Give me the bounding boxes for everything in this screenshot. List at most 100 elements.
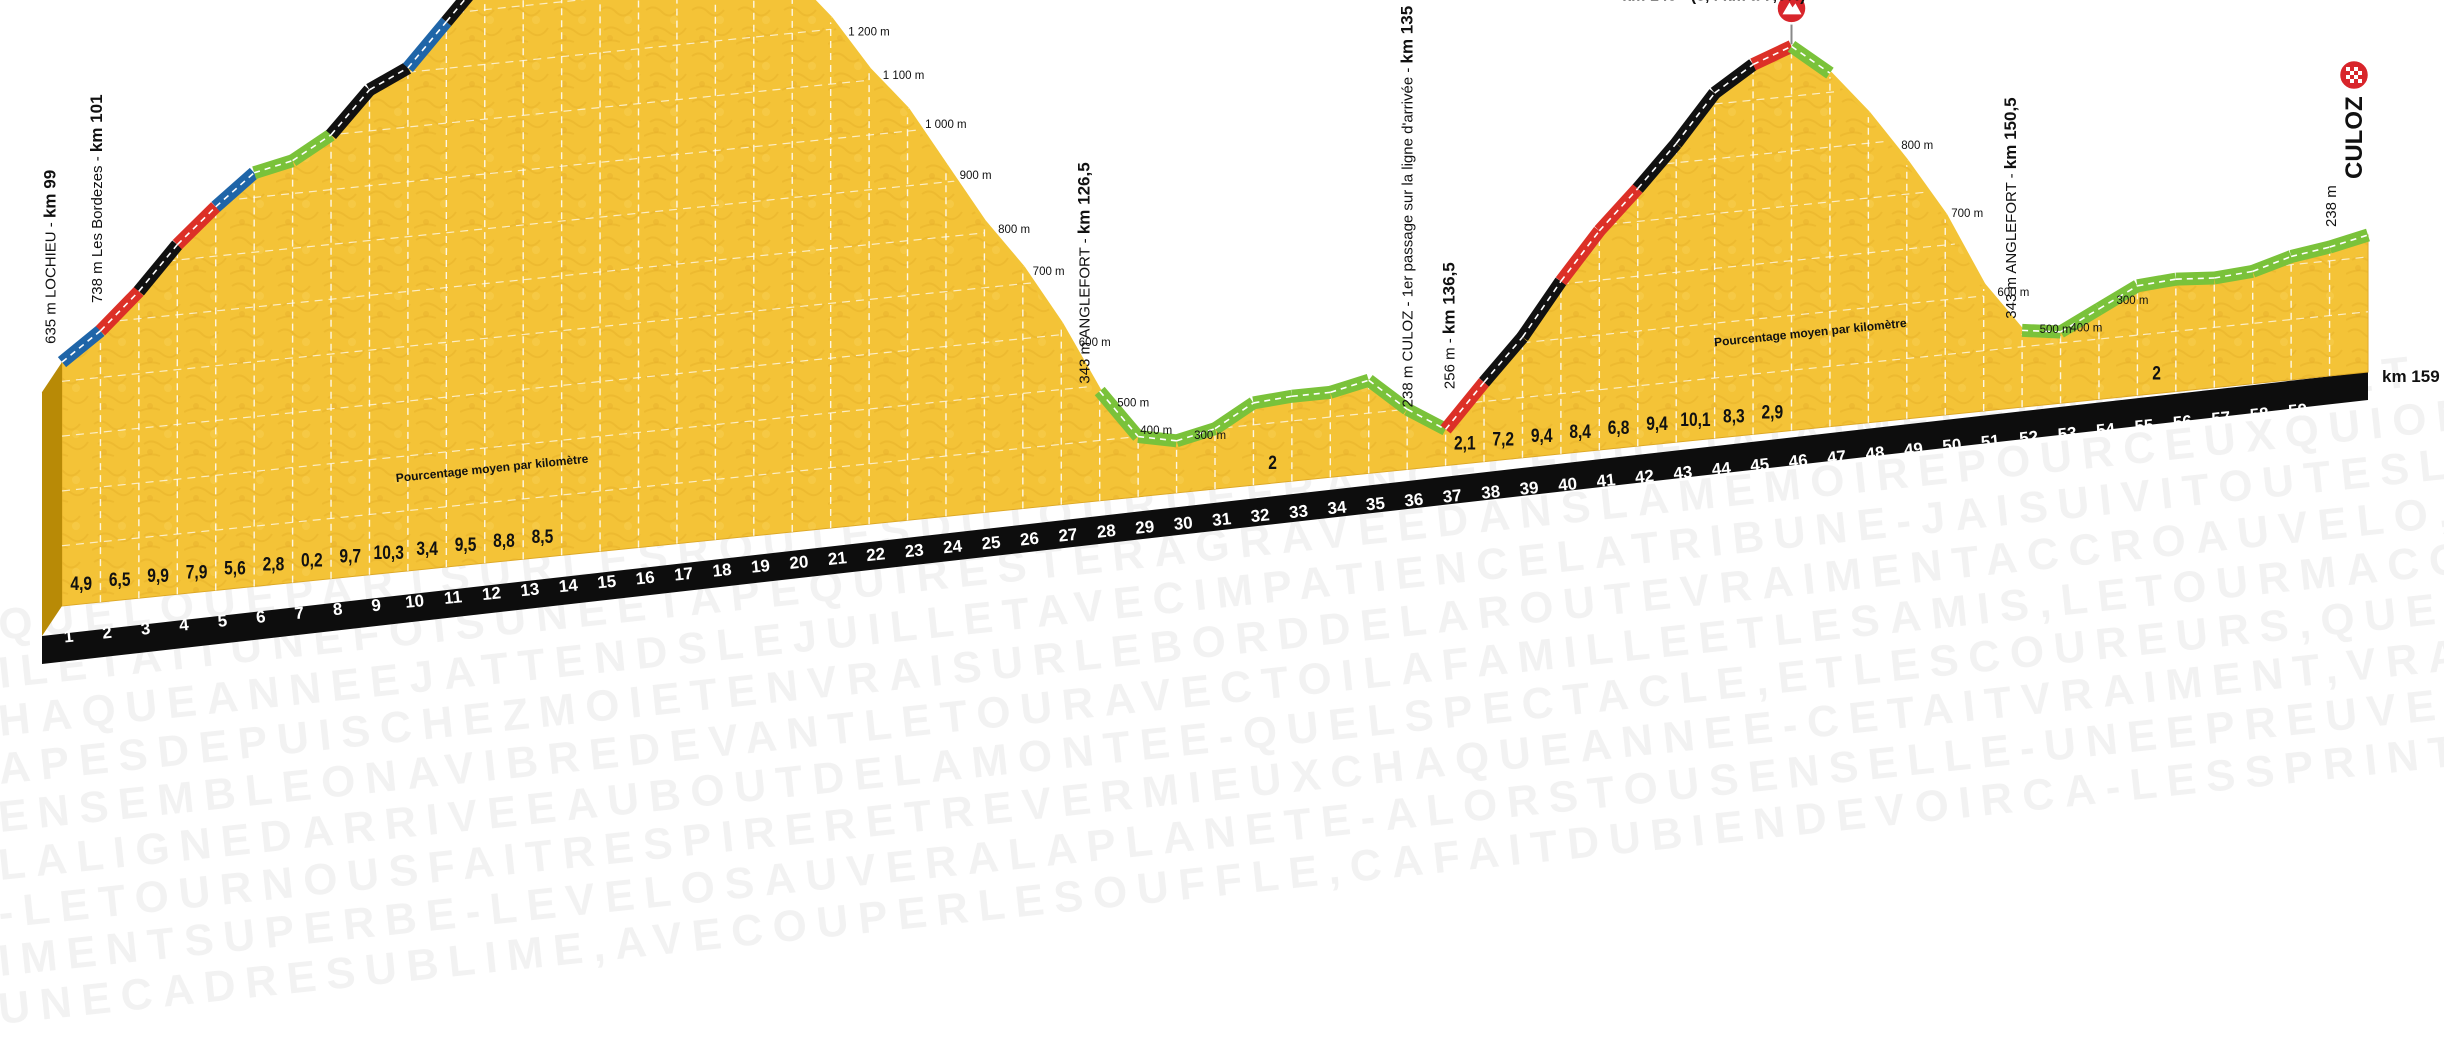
km-tick-label: 11: [443, 587, 463, 608]
altitude-grid-line: [61, 282, 1033, 382]
altitude-grid-line: [340, 79, 870, 135]
road-centerline: [99, 290, 140, 332]
km-tick-label: 27: [1058, 525, 1079, 546]
road-centerline: [1176, 427, 1216, 442]
km-tick-label: 45: [1749, 455, 1770, 476]
road-centerline: [1521, 280, 1562, 338]
km-tick-label: 48: [1865, 443, 1886, 464]
grade-value: 9,7: [339, 545, 361, 567]
road-segment: [402, 17, 452, 72]
km-tick-label: 31: [1211, 509, 1232, 530]
km-tick-label: 15: [596, 572, 617, 593]
road-centerline: [61, 330, 101, 363]
finish-flag-check: [2350, 79, 2354, 83]
grade-value: 9,4: [1531, 424, 1553, 446]
altitude-tick-label: 1 100 m: [883, 70, 925, 82]
road-segment: [944, 164, 987, 224]
grade-value: 6,5: [109, 569, 131, 591]
waypoint-text: 635 m LOCHIEU -: [43, 218, 60, 344]
road-centerline: [176, 206, 217, 246]
waypoint-label: 238 m CULOZ - 1er passage sur la ligne d…: [1397, 6, 1416, 408]
km-tick-label: 18: [712, 560, 733, 581]
road-segment: [441, 0, 473, 26]
road-centerline: [1214, 402, 1254, 430]
km-tick-label: 34: [1327, 497, 1348, 518]
km-tick-label: 26: [1019, 529, 1040, 550]
km-tick-label: 52: [2018, 427, 2039, 448]
road-segment: [1943, 213, 1986, 286]
altitude-tick-label: 400 m: [2070, 323, 2102, 335]
km-tick-label: 41: [1596, 470, 1617, 491]
road-segment: [2136, 272, 2177, 293]
road-segment: [867, 67, 909, 111]
summit-detail: km 145 - (8,4 km à 7,6%): [1622, 0, 1805, 4]
altitude-tick-label: 700 m: [1951, 208, 1983, 220]
waypoint-km: km 136,5: [1440, 262, 1459, 334]
finish-flag-check: [2358, 71, 2362, 75]
km-tick-label: 5: [217, 611, 228, 631]
road-segment: [1440, 378, 1490, 434]
grade-value: 10,3: [374, 541, 405, 563]
finish-name: CULOZ: [2341, 96, 2368, 179]
road-segment: [810, 0, 833, 20]
km-tick-label: 3: [140, 619, 151, 639]
altitude-tick-label: 600 m: [1997, 287, 2029, 299]
altitude-tick-label: 400 m: [1140, 425, 1172, 437]
waypoint-text: 256 m -: [1442, 334, 1459, 389]
km-tick-label: 24: [942, 536, 963, 557]
altitude-grid-line: [1560, 243, 1955, 285]
altitude-grid-line: [2271, 256, 2369, 268]
road-segment: [1252, 389, 1293, 410]
altitude-tick-label: 600 m: [1079, 337, 1111, 349]
base-band: [42, 372, 2368, 664]
grade-value: 2,8: [263, 553, 285, 575]
altitude-tick-label: 700 m: [1033, 266, 1065, 278]
road-segment: [829, 17, 871, 71]
waypoint-label: 343 m ANGLEFORT - km 150,5: [2001, 97, 2020, 318]
road-centerline: [330, 89, 371, 136]
grade-value: 2: [1268, 452, 1277, 474]
km-tick-label: 30: [1173, 513, 1194, 534]
waypoint-text: 343 m ANGLEFORT -: [2003, 169, 2020, 319]
km-tick-label: 9: [370, 595, 381, 615]
grade-value: 9,4: [1646, 413, 1668, 435]
grade-value: 4,9: [70, 573, 92, 595]
km-tick-label: 47: [1826, 447, 1847, 468]
altitude-grid-line: [167, 180, 956, 262]
km-tick-label: 46: [1788, 451, 1809, 472]
waypoint-km: km 101: [87, 94, 106, 152]
road-centerline: [1598, 188, 1639, 232]
altitude-tick-label: 1 200 m: [848, 27, 890, 39]
finish-altitude: 238 m: [2323, 185, 2340, 227]
altitude-grid-line: [1224, 409, 1398, 429]
grade-value: 6,8: [1608, 417, 1630, 439]
waypoint-km: km 150,5: [2001, 97, 2020, 169]
km-tick-label: 38: [1480, 482, 1501, 503]
road-centerline: [1752, 45, 1792, 66]
grade-value: 8,5: [532, 526, 554, 548]
km-tick-label: 29: [1134, 517, 1155, 538]
road-segment: [1828, 71, 1870, 115]
road-segment: [1671, 89, 1720, 148]
grade-value: 2: [2152, 362, 2161, 384]
altitude-grid-line: [1522, 295, 1984, 344]
road-segment: [982, 220, 1025, 269]
altitude-tick-label: 300 m: [2116, 295, 2148, 307]
waypoint-label: 256 m - km 136,5: [1440, 262, 1459, 389]
km-tick-label: 32: [1250, 505, 1271, 526]
km-tick-label: 12: [481, 583, 502, 604]
grade-value: 2,1: [1454, 432, 1476, 454]
km-tick-label: 53: [2057, 423, 2078, 444]
altitude-tick-label: 500 m: [2040, 324, 2072, 336]
road-segment: [2021, 323, 2061, 339]
km-tick-label: 40: [1557, 474, 1578, 495]
altitude-grid-line: [1666, 140, 1888, 165]
km-tick-label: 39: [1519, 478, 1540, 499]
road-centerline: [1099, 390, 1139, 438]
road-segment: [905, 108, 948, 167]
waypoint-text: 738 m Les Bordezes -: [89, 152, 106, 303]
grade-value: 3,4: [416, 537, 438, 559]
km-tick-label: 54: [2095, 419, 2116, 440]
altitude-tick-label: 500 m: [1117, 398, 1149, 410]
km-tick-label: 16: [635, 568, 656, 589]
